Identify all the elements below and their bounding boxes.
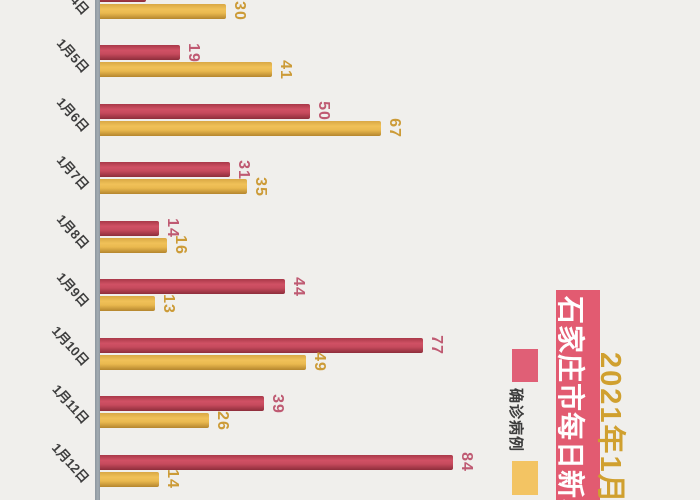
bar-confirmed: 50: [100, 101, 332, 121]
bar-value-label: 16: [171, 235, 189, 255]
bar-value-label: 30: [230, 1, 248, 21]
bar-confirmed: 19: [100, 43, 202, 62]
bar-value-label: 49: [310, 352, 328, 372]
bar-confirmed: [100, 0, 146, 2]
date-label: 1月6日: [53, 94, 92, 135]
bar-value-label: 26: [213, 410, 231, 431]
bar-value-label: 67: [385, 118, 403, 138]
bar-value-label: 35: [251, 176, 269, 197]
bar-value-label: 13: [159, 293, 177, 314]
bar-second-series: 26: [100, 411, 231, 430]
bar-value-label: 14: [163, 469, 181, 489]
bar-confirmed: 14: [100, 218, 181, 238]
bar-value-label: 19: [184, 42, 202, 63]
title-banner: 石家庄市每日新增: [556, 290, 600, 500]
date-label: 1月10日: [48, 322, 92, 369]
date-label: 1月12日: [48, 439, 92, 486]
bar-second-series: 13: [100, 294, 177, 313]
bar-second-series: 41: [100, 60, 294, 79]
bar-second-series: 49: [100, 352, 328, 372]
bar-second-series: 35: [100, 177, 269, 196]
legend-swatch-confirmed: [512, 349, 538, 382]
bar-confirmed: 84: [100, 452, 475, 472]
bar-second-series: 16: [100, 235, 189, 255]
bar-second-series: 14: [100, 469, 181, 489]
date-label: 1月7日: [53, 152, 92, 193]
bar-value-label: 44: [289, 276, 307, 297]
date-label: 1月8日: [53, 211, 92, 252]
bar-value-label: 41: [276, 59, 294, 80]
bar-second-series: 30: [100, 1, 248, 21]
date-label: 1月9日: [53, 269, 92, 310]
bar-confirmed: 31: [100, 160, 252, 179]
bar-confirmed: 77: [100, 335, 445, 355]
bar-value-label: 50: [314, 101, 332, 121]
bar-value-label: 84: [457, 452, 475, 472]
bar-value-label: 39: [268, 393, 286, 414]
bar-value-label: 31: [234, 159, 252, 180]
bar-second-series: 67: [100, 118, 403, 138]
legend-swatch-second-series: [512, 461, 538, 495]
bar-confirmed: 44: [100, 277, 307, 296]
category-axis-line: [95, 0, 100, 500]
date-label: 1月5日: [53, 35, 92, 76]
date-label: 1月11日: [49, 381, 92, 427]
legend-label-confirmed: 确诊病例: [507, 388, 524, 453]
title-banner-text: 石家庄市每日新增: [556, 296, 586, 500]
title-date-text: 2021年1月2: [594, 352, 626, 500]
bar-value-label: 77: [427, 335, 445, 355]
bar-confirmed: 39: [100, 394, 286, 413]
